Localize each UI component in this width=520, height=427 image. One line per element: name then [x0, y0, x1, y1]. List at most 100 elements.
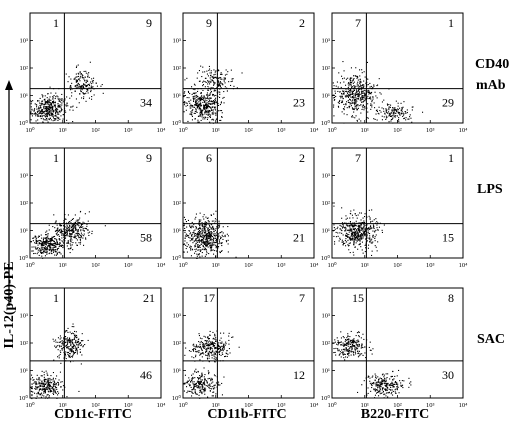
event-dot [218, 220, 220, 222]
event-dot [195, 346, 197, 348]
event-dot [358, 93, 360, 95]
event-dot [361, 346, 363, 348]
event-dot [66, 396, 68, 398]
event-dot [199, 391, 201, 393]
event-dot [341, 101, 343, 103]
event-dot [203, 238, 205, 240]
event-dot [42, 382, 44, 384]
event-dot [211, 234, 213, 236]
event-dot [79, 351, 81, 353]
event-dot [198, 381, 200, 383]
event-dot [83, 84, 85, 86]
event-dot [195, 104, 197, 106]
event-dot [221, 341, 223, 343]
event-dot [341, 93, 343, 95]
event-dot [50, 99, 52, 101]
event-dot [39, 247, 41, 249]
event-dot [337, 105, 339, 107]
event-dot [384, 389, 386, 391]
event-dot [41, 255, 43, 257]
event-dot [387, 392, 389, 394]
event-dot [81, 333, 83, 335]
event-dot [196, 386, 198, 388]
event-dot [79, 227, 81, 229]
event-dot [354, 341, 356, 343]
event-dot [200, 239, 202, 241]
event-dot [210, 347, 212, 349]
event-dot [194, 392, 196, 394]
event-dot [399, 114, 401, 116]
event-dot [370, 108, 372, 110]
event-dot [205, 245, 207, 247]
event-dot [205, 388, 207, 390]
event-dot [212, 118, 214, 120]
event-dot [64, 353, 66, 355]
event-dot [211, 354, 213, 356]
event-dot [358, 336, 360, 338]
event-dot [387, 104, 389, 106]
event-dot [41, 394, 43, 396]
event-dot [207, 242, 209, 244]
event-dot [69, 338, 71, 340]
event-dot [54, 388, 56, 390]
event-dot [185, 102, 187, 104]
event-dot [388, 121, 390, 123]
event-dot [392, 379, 394, 381]
event-dot [363, 80, 365, 82]
event-dot [354, 246, 356, 248]
event-dot [346, 343, 348, 345]
event-dot [353, 85, 355, 87]
event-dot [192, 92, 194, 94]
event-dot [36, 383, 38, 385]
event-dot [56, 241, 58, 243]
event-dot [201, 224, 203, 226]
event-dot [189, 113, 191, 115]
event-dot [41, 243, 43, 245]
event-dot [37, 387, 39, 389]
event-dot [199, 384, 201, 386]
event-dot [202, 228, 204, 230]
event-dot [357, 95, 359, 97]
event-dot [358, 331, 360, 333]
event-dot [186, 97, 188, 99]
event-dot [358, 229, 360, 231]
event-dot [351, 97, 353, 99]
event-dot [78, 73, 80, 75]
event-dot [367, 117, 369, 119]
event-dot [48, 224, 50, 226]
event-dot [30, 113, 32, 115]
event-dot [215, 241, 217, 243]
event-dot [193, 112, 195, 114]
event-dot [46, 116, 48, 118]
x-tick-label: 10¹ [59, 127, 68, 134]
event-dot [210, 108, 212, 110]
event-dot [31, 374, 33, 376]
event-dot [33, 246, 35, 248]
event-dot [342, 93, 344, 95]
event-dot [352, 217, 354, 219]
quadrant-label-upper-right: 2 [299, 151, 305, 165]
event-dot [405, 117, 407, 119]
event-dot [63, 225, 65, 227]
event-dot [388, 113, 390, 115]
event-dot [197, 72, 199, 74]
event-dot [64, 336, 66, 338]
event-dot [70, 351, 72, 353]
event-dot [347, 88, 349, 90]
event-dot [212, 77, 214, 79]
event-dot [364, 216, 366, 218]
event-dot [198, 106, 200, 108]
event-dot [211, 109, 213, 111]
event-dot [348, 338, 350, 340]
event-dot [207, 113, 209, 115]
event-dot [203, 389, 205, 391]
event-dot [188, 390, 190, 392]
event-dot [216, 231, 218, 233]
event-dot [200, 231, 202, 233]
event-dot [56, 95, 58, 97]
event-dot [44, 391, 46, 393]
event-dot [396, 375, 398, 377]
event-dot [207, 228, 209, 230]
event-dot [72, 355, 74, 357]
event-dot [352, 231, 354, 233]
